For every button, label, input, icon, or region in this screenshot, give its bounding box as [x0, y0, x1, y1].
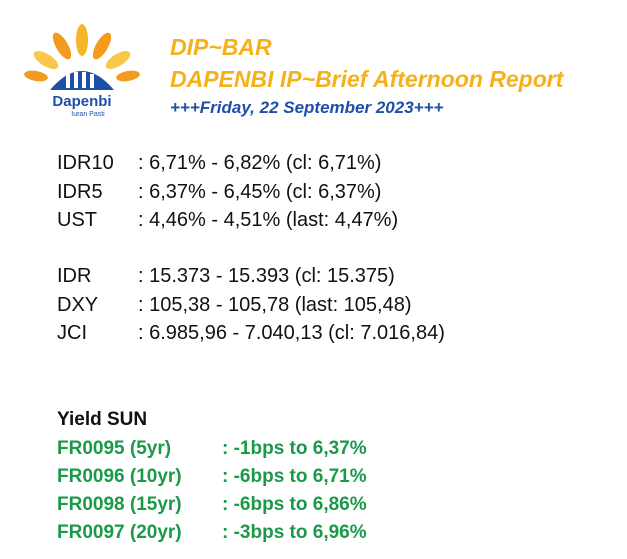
market-label: JCI — [57, 322, 87, 344]
yield-value: : -6bps to 6,86% — [222, 494, 367, 515]
market-value: : 6.985,96 - 7.040,13 (cl: 7.016,84) — [138, 322, 445, 344]
yield-label: FR0096 (10yr) — [57, 466, 182, 487]
market-value: : 4,46% - 4,51% (last: 4,47%) — [138, 209, 399, 231]
date: +++Friday, 22 September 2023+++ — [170, 98, 444, 117]
market-label: UST — [57, 209, 97, 231]
yield-value: : -1bps to 6,37% — [222, 438, 367, 459]
yield-label: FR0095 (5yr) — [57, 438, 172, 459]
yield-title: Yield SUN — [57, 409, 148, 430]
yield-value: : -3bps to 6,96% — [222, 522, 367, 543]
market-value: : 15.373 - 15.393 (cl: 15.375) — [138, 265, 395, 287]
market-value: : 105,38 - 105,78 (last: 105,48) — [138, 294, 412, 316]
market-value: : 6,71% - 6,82% (cl: 6,71%) — [138, 152, 382, 174]
market-label: IDR10 — [57, 152, 114, 174]
yield-label: FR0097 (20yr) — [57, 522, 182, 543]
logo-sun — [24, 24, 140, 82]
logo-tagline: Iuran Pasti — [71, 111, 105, 118]
title: DIP~BAR — [170, 34, 272, 60]
market-value: : 6,37% - 6,45% (cl: 6,37%) — [138, 181, 382, 203]
logo-building — [66, 72, 94, 88]
logo: Dapenbi Iuran Pasti — [24, 24, 140, 118]
market-label: IDR5 — [57, 181, 103, 203]
logo-name: Dapenbi — [52, 93, 111, 110]
market-label: IDR — [57, 265, 92, 287]
subtitle: DAPENBI IP~Brief Afternoon Report — [170, 66, 564, 92]
yield-value: : -6bps to 6,71% — [222, 466, 367, 487]
market-label: DXY — [57, 294, 99, 316]
yield-label: FR0098 (15yr) — [57, 494, 182, 515]
